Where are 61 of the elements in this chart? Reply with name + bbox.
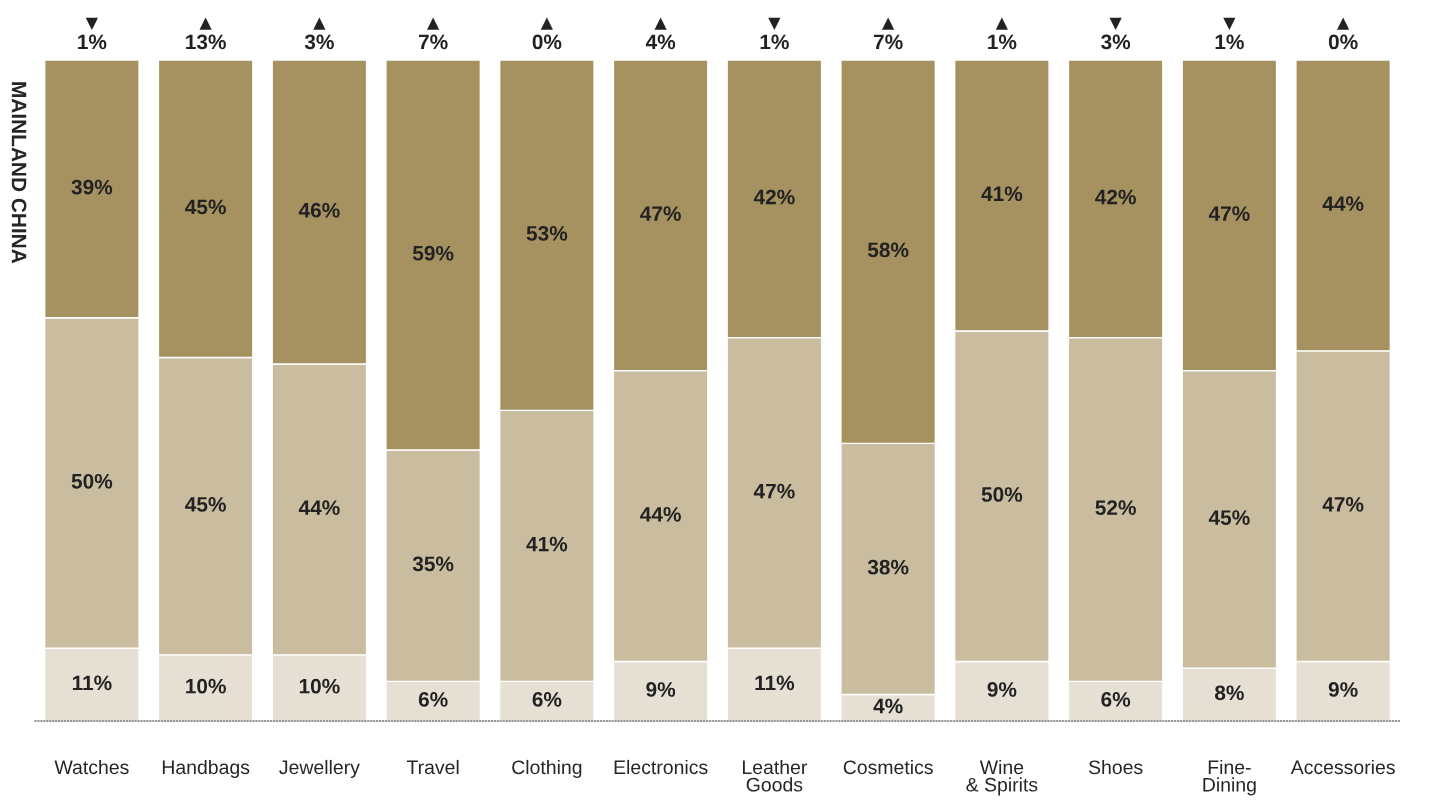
text: ▲ 0% (1328, 17, 1358, 50)
x-tick-label: Accessories (1290, 759, 1395, 775)
data-label: 46% (298, 202, 340, 218)
x-tick-label: Fine- Dining (1203, 759, 1256, 796)
data-label: 45% (185, 199, 226, 215)
data-label: 47% (640, 206, 681, 221)
text: ▼ 1% (760, 17, 789, 50)
x-tick-label: Electronics (614, 759, 708, 775)
x-tick-label: Jewellery (279, 759, 360, 779)
data-label: 9% (646, 682, 676, 697)
data-label: 41% (526, 536, 568, 552)
data-label: 6% (418, 692, 448, 707)
data-label: 52% (1095, 500, 1136, 516)
data-label: 59% (412, 245, 454, 261)
x-tick-label: Travel (406, 759, 459, 775)
data-label: 45% (1208, 510, 1250, 525)
x-tick-label: Leather Goods (743, 759, 808, 792)
x-tick-label: Watches (54, 759, 129, 775)
data-label: 53% (526, 226, 568, 241)
x-tick-label: Cosmetics (843, 759, 933, 775)
data-label: 58% (867, 242, 909, 258)
data-label: 9% (987, 682, 1017, 697)
data-label: 39% (71, 179, 113, 195)
data-label: 42% (753, 189, 795, 205)
text: ▲ 13% (186, 17, 226, 50)
data-label: 47% (1208, 206, 1250, 221)
y-axis-title: MAINLAND CHINA (11, 82, 27, 264)
data-label: 42% (1095, 189, 1136, 205)
data-label: 6% (1101, 692, 1131, 707)
data-label: 44% (298, 500, 340, 516)
data-label: 50% (981, 487, 1023, 502)
data-label: 45% (185, 497, 226, 512)
data-label: 47% (1322, 497, 1364, 512)
text: ▼ 1% (78, 17, 107, 50)
x-tick-label: Clothing (512, 759, 582, 779)
text: ▲ 0% (532, 17, 562, 50)
data-label: 11% (72, 675, 112, 691)
data-label: 10% (186, 678, 226, 694)
data-label: 9% (1328, 682, 1358, 697)
text: ▲ 4% (645, 17, 676, 50)
text: ▲ 7% (873, 17, 903, 50)
text: ▲ 7% (418, 17, 448, 50)
data-label: 8% (1214, 685, 1244, 701)
text: ▲ 3% (304, 17, 334, 50)
data-label: 50% (71, 473, 113, 489)
x-tick-label: Wine & Spirits (966, 759, 1038, 796)
data-label: 41% (981, 186, 1023, 202)
text: ▼ 3% (1101, 17, 1131, 50)
x-tick-label: Shoes (1088, 759, 1143, 775)
text: ▲ 1% (988, 17, 1017, 50)
text: ▼ 1% (1215, 17, 1244, 50)
data-label: 35% (412, 556, 454, 572)
data-label: 11% (755, 675, 795, 691)
data-label: 44% (640, 506, 681, 522)
data-label: 10% (299, 678, 340, 694)
data-label: 44% (1322, 196, 1364, 211)
x-tick-label: Handbags (162, 759, 250, 779)
data-label: 4% (873, 698, 903, 714)
data-label: 6% (532, 692, 562, 707)
data-label: 47% (753, 483, 795, 499)
data-label: 38% (867, 559, 909, 575)
